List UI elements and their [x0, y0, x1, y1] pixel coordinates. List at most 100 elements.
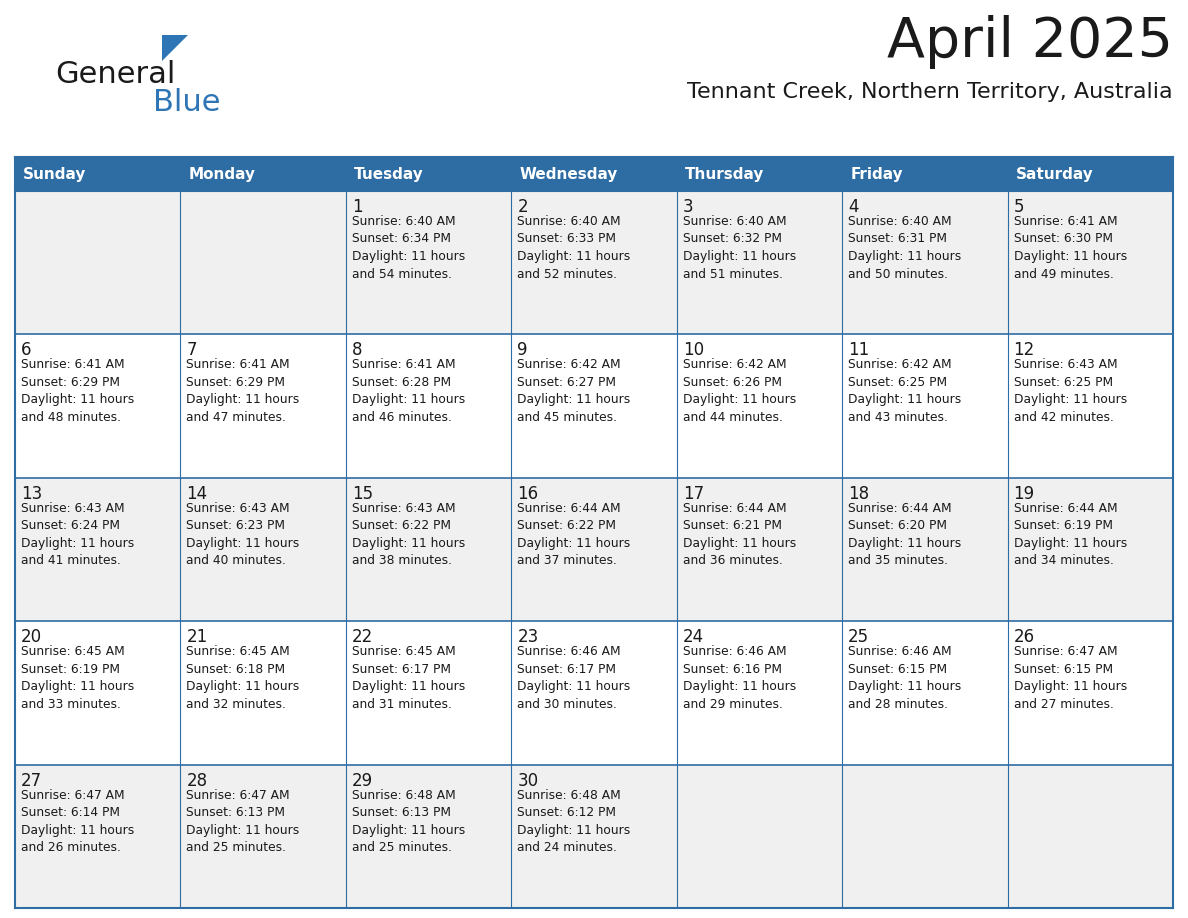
Text: Sunrise: 6:44 AM
Sunset: 6:19 PM
Daylight: 11 hours
and 34 minutes.: Sunrise: 6:44 AM Sunset: 6:19 PM Dayligh…	[1013, 502, 1127, 567]
Text: Sunrise: 6:46 AM
Sunset: 6:17 PM
Daylight: 11 hours
and 30 minutes.: Sunrise: 6:46 AM Sunset: 6:17 PM Dayligh…	[517, 645, 631, 711]
Text: Sunrise: 6:45 AM
Sunset: 6:17 PM
Daylight: 11 hours
and 31 minutes.: Sunrise: 6:45 AM Sunset: 6:17 PM Dayligh…	[352, 645, 466, 711]
Text: 3: 3	[683, 198, 694, 216]
Text: 16: 16	[517, 485, 538, 503]
Text: Sunrise: 6:40 AM
Sunset: 6:31 PM
Daylight: 11 hours
and 50 minutes.: Sunrise: 6:40 AM Sunset: 6:31 PM Dayligh…	[848, 215, 961, 281]
Text: Sunrise: 6:47 AM
Sunset: 6:14 PM
Daylight: 11 hours
and 26 minutes.: Sunrise: 6:47 AM Sunset: 6:14 PM Dayligh…	[21, 789, 134, 854]
Text: Sunrise: 6:45 AM
Sunset: 6:18 PM
Daylight: 11 hours
and 32 minutes.: Sunrise: 6:45 AM Sunset: 6:18 PM Dayligh…	[187, 645, 299, 711]
Text: 21: 21	[187, 628, 208, 646]
Bar	[15, 765, 181, 908]
Bar	[842, 191, 1007, 334]
Bar	[511, 477, 677, 621]
Text: Sunrise: 6:42 AM
Sunset: 6:26 PM
Daylight: 11 hours
and 44 minutes.: Sunrise: 6:42 AM Sunset: 6:26 PM Dayligh…	[683, 358, 796, 424]
Text: Sunrise: 6:46 AM
Sunset: 6:16 PM
Daylight: 11 hours
and 29 minutes.: Sunrise: 6:46 AM Sunset: 6:16 PM Dayligh…	[683, 645, 796, 711]
Bar	[677, 765, 842, 908]
Text: 27: 27	[21, 772, 42, 789]
Text: Sunrise: 6:43 AM
Sunset: 6:24 PM
Daylight: 11 hours
and 41 minutes.: Sunrise: 6:43 AM Sunset: 6:24 PM Dayligh…	[21, 502, 134, 567]
Bar	[842, 477, 1007, 621]
Text: 30: 30	[517, 772, 538, 789]
Bar	[1007, 477, 1173, 621]
Bar	[842, 334, 1007, 477]
Text: Sunrise: 6:40 AM
Sunset: 6:32 PM
Daylight: 11 hours
and 51 minutes.: Sunrise: 6:40 AM Sunset: 6:32 PM Dayligh…	[683, 215, 796, 281]
Bar	[1007, 191, 1173, 334]
Bar	[15, 621, 181, 765]
Bar	[346, 191, 511, 334]
Text: 12: 12	[1013, 341, 1035, 360]
Bar	[511, 621, 677, 765]
Text: Sunrise: 6:44 AM
Sunset: 6:21 PM
Daylight: 11 hours
and 36 minutes.: Sunrise: 6:44 AM Sunset: 6:21 PM Dayligh…	[683, 502, 796, 567]
Text: Tuesday: Tuesday	[354, 166, 424, 182]
Text: Sunday: Sunday	[23, 166, 87, 182]
Text: Sunrise: 6:44 AM
Sunset: 6:22 PM
Daylight: 11 hours
and 37 minutes.: Sunrise: 6:44 AM Sunset: 6:22 PM Dayligh…	[517, 502, 631, 567]
Text: Sunrise: 6:47 AM
Sunset: 6:13 PM
Daylight: 11 hours
and 25 minutes.: Sunrise: 6:47 AM Sunset: 6:13 PM Dayligh…	[187, 789, 299, 854]
Bar	[677, 334, 842, 477]
Text: 26: 26	[1013, 628, 1035, 646]
Bar	[511, 334, 677, 477]
Text: 15: 15	[352, 485, 373, 503]
Text: 4: 4	[848, 198, 859, 216]
Text: Monday: Monday	[189, 166, 255, 182]
Text: Saturday: Saturday	[1016, 166, 1093, 182]
Text: General: General	[55, 60, 176, 89]
Text: 23: 23	[517, 628, 538, 646]
Text: Sunrise: 6:40 AM
Sunset: 6:34 PM
Daylight: 11 hours
and 54 minutes.: Sunrise: 6:40 AM Sunset: 6:34 PM Dayligh…	[352, 215, 466, 281]
Text: 13: 13	[21, 485, 43, 503]
Bar	[181, 334, 346, 477]
Bar	[511, 191, 677, 334]
Bar	[15, 191, 181, 334]
Bar	[1007, 765, 1173, 908]
Text: 5: 5	[1013, 198, 1024, 216]
Text: 19: 19	[1013, 485, 1035, 503]
Bar	[15, 334, 181, 477]
Bar	[677, 621, 842, 765]
Text: 29: 29	[352, 772, 373, 789]
Bar	[1007, 334, 1173, 477]
Text: Sunrise: 6:40 AM
Sunset: 6:33 PM
Daylight: 11 hours
and 52 minutes.: Sunrise: 6:40 AM Sunset: 6:33 PM Dayligh…	[517, 215, 631, 281]
Bar	[15, 157, 1173, 191]
Text: Sunrise: 6:41 AM
Sunset: 6:29 PM
Daylight: 11 hours
and 47 minutes.: Sunrise: 6:41 AM Sunset: 6:29 PM Dayligh…	[187, 358, 299, 424]
Text: April 2025: April 2025	[887, 15, 1173, 69]
Text: Sunrise: 6:43 AM
Sunset: 6:22 PM
Daylight: 11 hours
and 38 minutes.: Sunrise: 6:43 AM Sunset: 6:22 PM Dayligh…	[352, 502, 466, 567]
Text: Sunrise: 6:41 AM
Sunset: 6:30 PM
Daylight: 11 hours
and 49 minutes.: Sunrise: 6:41 AM Sunset: 6:30 PM Dayligh…	[1013, 215, 1127, 281]
Text: 11: 11	[848, 341, 870, 360]
Text: Wednesday: Wednesday	[519, 166, 618, 182]
Bar	[1007, 621, 1173, 765]
Text: Sunrise: 6:44 AM
Sunset: 6:20 PM
Daylight: 11 hours
and 35 minutes.: Sunrise: 6:44 AM Sunset: 6:20 PM Dayligh…	[848, 502, 961, 567]
Polygon shape	[162, 35, 188, 61]
Text: Sunrise: 6:46 AM
Sunset: 6:15 PM
Daylight: 11 hours
and 28 minutes.: Sunrise: 6:46 AM Sunset: 6:15 PM Dayligh…	[848, 645, 961, 711]
Bar	[842, 621, 1007, 765]
Text: Sunrise: 6:45 AM
Sunset: 6:19 PM
Daylight: 11 hours
and 33 minutes.: Sunrise: 6:45 AM Sunset: 6:19 PM Dayligh…	[21, 645, 134, 711]
Text: 6: 6	[21, 341, 32, 360]
Text: Sunrise: 6:41 AM
Sunset: 6:28 PM
Daylight: 11 hours
and 46 minutes.: Sunrise: 6:41 AM Sunset: 6:28 PM Dayligh…	[352, 358, 466, 424]
Text: 10: 10	[683, 341, 703, 360]
Text: Thursday: Thursday	[684, 166, 764, 182]
Bar	[346, 621, 511, 765]
Bar	[181, 621, 346, 765]
Text: Sunrise: 6:48 AM
Sunset: 6:13 PM
Daylight: 11 hours
and 25 minutes.: Sunrise: 6:48 AM Sunset: 6:13 PM Dayligh…	[352, 789, 466, 854]
Bar	[346, 765, 511, 908]
Text: 7: 7	[187, 341, 197, 360]
Text: 20: 20	[21, 628, 42, 646]
Text: Sunrise: 6:42 AM
Sunset: 6:27 PM
Daylight: 11 hours
and 45 minutes.: Sunrise: 6:42 AM Sunset: 6:27 PM Dayligh…	[517, 358, 631, 424]
Text: 1: 1	[352, 198, 362, 216]
Bar	[181, 765, 346, 908]
Text: Sunrise: 6:43 AM
Sunset: 6:25 PM
Daylight: 11 hours
and 42 minutes.: Sunrise: 6:43 AM Sunset: 6:25 PM Dayligh…	[1013, 358, 1127, 424]
Bar	[511, 765, 677, 908]
Bar	[15, 477, 181, 621]
Bar	[677, 191, 842, 334]
Text: Sunrise: 6:48 AM
Sunset: 6:12 PM
Daylight: 11 hours
and 24 minutes.: Sunrise: 6:48 AM Sunset: 6:12 PM Dayligh…	[517, 789, 631, 854]
Bar	[181, 477, 346, 621]
Text: 24: 24	[683, 628, 703, 646]
Text: Sunrise: 6:41 AM
Sunset: 6:29 PM
Daylight: 11 hours
and 48 minutes.: Sunrise: 6:41 AM Sunset: 6:29 PM Dayligh…	[21, 358, 134, 424]
Text: 9: 9	[517, 341, 527, 360]
Text: Sunrise: 6:42 AM
Sunset: 6:25 PM
Daylight: 11 hours
and 43 minutes.: Sunrise: 6:42 AM Sunset: 6:25 PM Dayligh…	[848, 358, 961, 424]
Text: 14: 14	[187, 485, 208, 503]
Text: Sunrise: 6:47 AM
Sunset: 6:15 PM
Daylight: 11 hours
and 27 minutes.: Sunrise: 6:47 AM Sunset: 6:15 PM Dayligh…	[1013, 645, 1127, 711]
Bar	[842, 765, 1007, 908]
Text: Tennant Creek, Northern Territory, Australia: Tennant Creek, Northern Territory, Austr…	[688, 82, 1173, 102]
Bar	[181, 191, 346, 334]
Text: 18: 18	[848, 485, 870, 503]
Text: 22: 22	[352, 628, 373, 646]
Text: Sunrise: 6:43 AM
Sunset: 6:23 PM
Daylight: 11 hours
and 40 minutes.: Sunrise: 6:43 AM Sunset: 6:23 PM Dayligh…	[187, 502, 299, 567]
Bar	[677, 477, 842, 621]
Text: 2: 2	[517, 198, 527, 216]
